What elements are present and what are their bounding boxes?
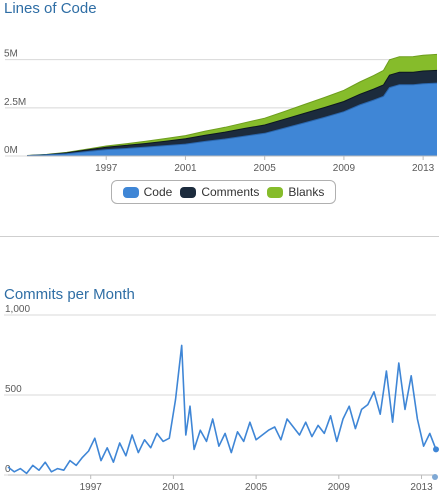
x-tick-label: 2005 xyxy=(245,482,268,493)
x-tick-label: 1997 xyxy=(95,163,118,174)
x-tick-label: 2009 xyxy=(328,482,351,493)
range-handle-icon xyxy=(432,474,438,480)
legend-item-code[interactable]: Code xyxy=(122,185,173,199)
legend-swatch-code xyxy=(122,186,139,198)
legend-label-comments: Comments xyxy=(201,185,260,199)
x-tick-label: 2001 xyxy=(174,163,197,174)
x-tick-label: 2013 xyxy=(412,163,435,174)
area-edge-blanks xyxy=(26,53,438,156)
area-edge-comments xyxy=(26,69,438,157)
y-tick-label: 0 xyxy=(5,464,11,475)
loc-chart: 5M 2.5M 0M 1997 2001 2005 2009 2013 xyxy=(4,49,438,174)
y-tick-label: 5M xyxy=(4,49,18,60)
legend-item-blanks[interactable]: Blanks xyxy=(267,185,324,199)
x-tick-label: 2001 xyxy=(162,482,185,493)
y-tick-label: 0M xyxy=(4,145,18,156)
y-tick-label: 500 xyxy=(5,384,22,395)
area-comments xyxy=(27,70,437,156)
legend-item-comments[interactable]: Comments xyxy=(180,185,259,199)
series-line-commits xyxy=(7,344,437,475)
x-tick-label: 1997 xyxy=(80,482,103,493)
area-edge-code xyxy=(26,82,438,157)
area-blanks xyxy=(27,54,437,156)
section-divider xyxy=(0,236,439,237)
legend-label-blanks: Blanks xyxy=(288,185,325,199)
y-tick-label: 1,000 xyxy=(5,304,30,315)
x-tick-label: 2005 xyxy=(254,163,277,174)
area-code xyxy=(27,83,437,156)
chart-title-loc: Lines of Code xyxy=(4,0,97,17)
data-point xyxy=(433,446,439,453)
loc-legend[interactable]: Code Comments Blanks xyxy=(111,180,336,204)
x-tick-label: 2009 xyxy=(333,163,356,174)
legend-label-code: Code xyxy=(143,185,173,199)
chart-title-commits: Commits per Month xyxy=(4,286,135,303)
legend-swatch-comments xyxy=(180,186,197,198)
x-tick-label: 2013 xyxy=(410,482,433,493)
legend-swatch-blanks xyxy=(267,186,284,198)
y-tick-label: 2.5M xyxy=(4,97,26,108)
